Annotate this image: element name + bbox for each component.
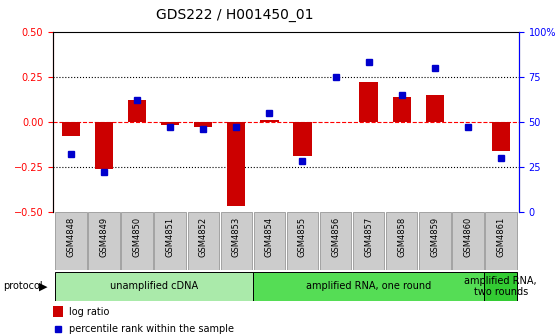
Text: GSM4851: GSM4851 — [166, 216, 175, 256]
Text: amplified RNA, one round: amplified RNA, one round — [306, 282, 431, 291]
Bar — [128, 100, 146, 122]
Text: GSM4854: GSM4854 — [265, 216, 274, 256]
Bar — [353, 212, 384, 270]
Text: amplified RNA,
two rounds: amplified RNA, two rounds — [464, 276, 537, 297]
Bar — [253, 212, 285, 270]
Bar — [287, 212, 319, 270]
Bar — [88, 212, 120, 270]
Bar — [484, 272, 517, 301]
Bar — [261, 120, 278, 122]
Bar — [426, 95, 444, 122]
Bar — [53, 306, 63, 318]
Bar — [161, 122, 180, 125]
Bar — [419, 212, 450, 270]
Bar — [386, 212, 417, 270]
Text: ▶: ▶ — [39, 281, 47, 291]
Text: protocol: protocol — [3, 281, 42, 291]
Bar — [220, 212, 252, 270]
Text: GSM4856: GSM4856 — [331, 216, 340, 257]
Bar — [492, 122, 510, 151]
Text: GDS222 / H001450_01: GDS222 / H001450_01 — [156, 8, 313, 23]
Bar — [187, 212, 219, 270]
Bar — [485, 212, 517, 270]
Text: GSM4860: GSM4860 — [463, 216, 472, 257]
Text: log ratio: log ratio — [69, 307, 110, 317]
Bar — [62, 122, 80, 136]
Text: GSM4848: GSM4848 — [67, 216, 76, 257]
Text: GSM4853: GSM4853 — [232, 216, 241, 257]
Bar — [194, 122, 213, 127]
Bar — [95, 122, 113, 169]
Bar — [359, 82, 378, 122]
Text: GSM4855: GSM4855 — [298, 216, 307, 256]
Bar — [55, 272, 253, 301]
Bar — [294, 122, 311, 156]
Bar — [227, 122, 246, 206]
Text: GSM4849: GSM4849 — [100, 216, 109, 256]
Text: GSM4850: GSM4850 — [133, 216, 142, 256]
Bar — [122, 212, 153, 270]
Text: GSM4857: GSM4857 — [364, 216, 373, 257]
Text: GSM4861: GSM4861 — [496, 216, 505, 257]
Bar — [452, 212, 484, 270]
Bar — [253, 272, 484, 301]
Bar — [392, 97, 411, 122]
Text: unamplified cDNA: unamplified cDNA — [110, 282, 198, 291]
Text: percentile rank within the sample: percentile rank within the sample — [69, 324, 234, 334]
Bar — [320, 212, 352, 270]
Bar — [155, 212, 186, 270]
Text: GSM4858: GSM4858 — [397, 216, 406, 257]
Bar — [55, 212, 87, 270]
Text: GSM4859: GSM4859 — [430, 216, 439, 256]
Text: GSM4852: GSM4852 — [199, 216, 208, 256]
